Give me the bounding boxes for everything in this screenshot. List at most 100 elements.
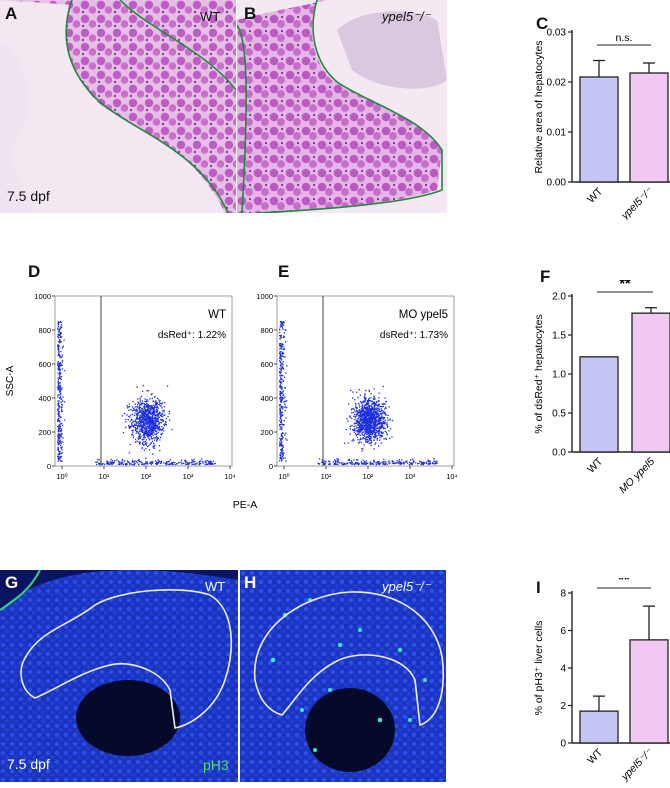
flow-event <box>281 362 283 365</box>
flow-event <box>58 400 60 402</box>
flow-event <box>155 417 157 419</box>
flow-event <box>369 410 371 412</box>
flow-event <box>143 464 145 466</box>
flow-event <box>372 427 374 430</box>
y-tick-label: 2 <box>560 701 566 712</box>
flow-event <box>347 420 349 422</box>
flow-event <box>141 407 144 410</box>
flow-event <box>158 399 160 401</box>
flow-event <box>145 413 147 416</box>
flow-event <box>343 462 345 464</box>
flow-event <box>57 455 59 457</box>
flow-event <box>136 408 138 410</box>
flow-event <box>400 463 402 465</box>
flow-event <box>148 416 150 419</box>
flow-event <box>364 404 366 406</box>
flow-event <box>187 463 189 466</box>
flow-event <box>154 430 157 432</box>
flow-event <box>172 463 174 466</box>
flow-event <box>365 430 367 432</box>
flow-event <box>145 447 147 450</box>
flow-event <box>377 426 379 428</box>
flow-event <box>139 401 141 403</box>
flow-event <box>381 431 383 433</box>
flow-event <box>129 463 131 466</box>
flow-event <box>152 406 154 408</box>
flow-event <box>356 427 358 429</box>
flow-event <box>381 426 383 428</box>
flow-event <box>57 321 59 323</box>
flow-event <box>383 463 385 465</box>
flow-event <box>282 449 284 452</box>
flow-event <box>280 346 282 348</box>
flow-event <box>282 367 284 369</box>
flow-event <box>282 445 284 447</box>
flow-event <box>141 428 143 430</box>
flow-event <box>128 424 130 427</box>
flow-event <box>280 411 282 414</box>
flow-event <box>144 432 146 434</box>
flow-event <box>58 351 60 353</box>
flow-event <box>428 463 430 465</box>
flow-event <box>387 419 389 421</box>
flow-event <box>359 430 361 432</box>
flow-event <box>156 421 158 423</box>
flow-event <box>279 353 281 355</box>
flow-event <box>374 423 376 425</box>
flow-event <box>345 463 347 465</box>
flow-event <box>375 409 377 411</box>
flow-event <box>375 436 377 438</box>
flow-event <box>143 415 145 417</box>
flow-event <box>131 419 133 421</box>
flow-event <box>356 411 359 414</box>
flow-event <box>156 408 158 410</box>
flow-event <box>364 393 366 395</box>
flow-event <box>166 462 168 464</box>
flow-event <box>139 420 141 422</box>
flow-event <box>156 439 158 441</box>
flow-event <box>369 414 372 416</box>
flow-event <box>323 462 325 464</box>
flow-event <box>359 394 362 396</box>
flow-event <box>368 390 370 393</box>
flow-event <box>57 381 59 383</box>
flow-event <box>156 401 158 403</box>
flow-event <box>354 417 357 419</box>
flow-event <box>60 447 62 449</box>
flow-event <box>132 461 134 463</box>
flow-event <box>379 418 382 420</box>
flow-event <box>112 462 114 465</box>
flow-event <box>357 463 359 465</box>
flow-event <box>57 447 59 450</box>
flow-event <box>279 394 281 396</box>
flow-event <box>149 462 151 464</box>
flow-event <box>148 422 150 424</box>
flow-event <box>59 368 61 370</box>
plot-dsred-percentage: dsRed⁺: 1.73% <box>380 330 448 341</box>
flow-event <box>199 461 201 463</box>
flow-event <box>351 440 353 442</box>
flow-event <box>138 441 140 443</box>
flow-event <box>135 428 137 430</box>
flow-event <box>205 463 207 465</box>
flow-event <box>124 412 126 415</box>
flow-event <box>280 347 282 349</box>
flow-event <box>368 408 370 410</box>
flow-event <box>361 448 363 450</box>
flow-event <box>281 400 283 402</box>
flow-event <box>366 429 368 431</box>
flow-event <box>279 351 281 353</box>
flow-event <box>128 452 130 454</box>
flow-event <box>373 395 375 397</box>
flow-event <box>282 368 285 370</box>
flow-event <box>279 326 281 328</box>
flow-event <box>211 462 213 464</box>
flow-event <box>282 436 284 439</box>
flow-event <box>157 418 159 421</box>
flow-event <box>148 423 151 425</box>
flow-event <box>131 422 133 424</box>
flow-event <box>357 423 359 425</box>
flow-event <box>369 400 372 402</box>
flow-event <box>375 432 377 434</box>
flow-event <box>280 358 283 360</box>
